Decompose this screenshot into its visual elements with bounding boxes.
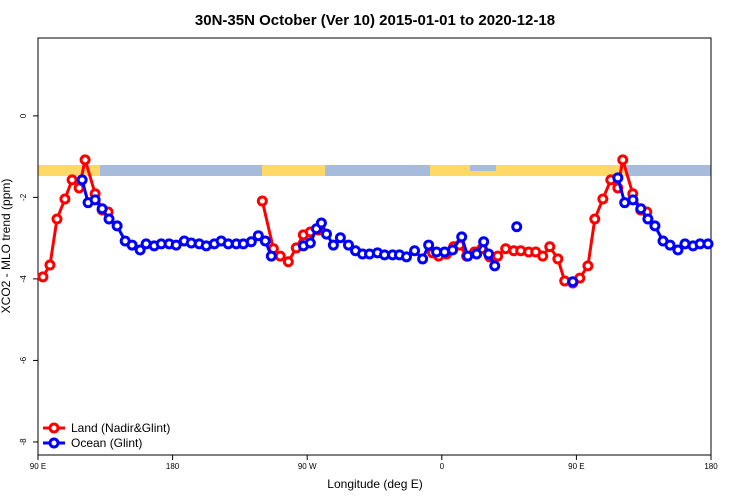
y-tick-label: -2 [19, 193, 28, 201]
y-tick-label: -4 [19, 275, 28, 283]
x-tick-label: 0 [440, 462, 445, 471]
data-point [552, 253, 564, 265]
surface-band [38, 165, 711, 176]
data-point [103, 213, 115, 225]
data-point [471, 248, 483, 260]
x-tick-label: 180 [166, 462, 180, 471]
data-point [245, 236, 257, 248]
ocean-band [625, 165, 711, 176]
data-point [111, 220, 123, 232]
data-point [334, 232, 346, 244]
data-point [483, 248, 495, 260]
data-point [170, 239, 182, 251]
data-point [672, 244, 684, 256]
land-band [38, 165, 100, 176]
data-point [76, 174, 88, 186]
legend-marker [48, 422, 60, 434]
y-tick-label: -8 [19, 438, 28, 446]
x-tick-label: 90 W [298, 462, 317, 471]
data-point [256, 195, 268, 207]
data-point [423, 239, 435, 251]
data-point [315, 217, 327, 229]
y-axis-label: XCO2 - MLO trend (ppm) [0, 179, 13, 314]
data-point [462, 250, 474, 262]
data-point [597, 193, 609, 205]
data-point [544, 241, 556, 253]
x-tick-label: 90 E [568, 462, 584, 471]
data-point [37, 271, 49, 283]
data-point [582, 260, 594, 272]
data-point [567, 276, 579, 288]
data-point [447, 244, 459, 256]
data-point [51, 213, 63, 225]
ocean-band [325, 165, 430, 176]
data-point [617, 154, 629, 166]
data-point [96, 203, 108, 215]
chart-title: 30N-35N October (Ver 10) 2015-01-01 to 2… [195, 12, 555, 29]
data-point [635, 203, 647, 215]
data-point [134, 244, 146, 256]
data-point [492, 250, 504, 262]
data-point [126, 239, 138, 251]
ocean-band [100, 165, 262, 176]
data-point [649, 220, 661, 232]
x-axis-label: Longitude (deg E) [327, 477, 422, 491]
data-point [511, 221, 523, 233]
data-point [89, 194, 101, 206]
data-point [401, 251, 413, 263]
data-point [627, 194, 639, 206]
data-point [274, 250, 286, 262]
data-point [642, 213, 654, 225]
data-point [664, 239, 676, 251]
data-point [327, 239, 339, 251]
data-point [342, 239, 354, 251]
data-point [66, 174, 78, 186]
series-line [41, 159, 648, 285]
data-point [537, 250, 549, 262]
data-point [282, 256, 294, 268]
land-band [262, 165, 325, 176]
data-point [702, 238, 714, 250]
legend-marker [48, 437, 60, 449]
x-tick-label: 90 E [30, 462, 46, 471]
data-point [417, 253, 429, 265]
data-point [44, 259, 56, 271]
legend-label: Ocean (Glint) [71, 436, 142, 450]
land-band [430, 165, 625, 176]
data-point [589, 213, 601, 225]
data-point [612, 172, 624, 184]
data-point [59, 193, 71, 205]
y-tick-label: 0 [19, 113, 28, 118]
ocean-band [470, 165, 496, 171]
legend-label: Land (Nadir&Glint) [71, 421, 170, 435]
x-tick-label: 180 [704, 462, 718, 471]
data-point [320, 228, 332, 240]
data-point [304, 237, 316, 249]
data-point [489, 260, 501, 272]
data-point [79, 154, 91, 166]
data-point [252, 230, 264, 242]
data-point [409, 245, 421, 257]
data-point [259, 235, 271, 247]
data-point [478, 236, 490, 248]
data-point [456, 231, 468, 243]
y-tick-label: -6 [19, 356, 28, 364]
data-point [265, 250, 277, 262]
